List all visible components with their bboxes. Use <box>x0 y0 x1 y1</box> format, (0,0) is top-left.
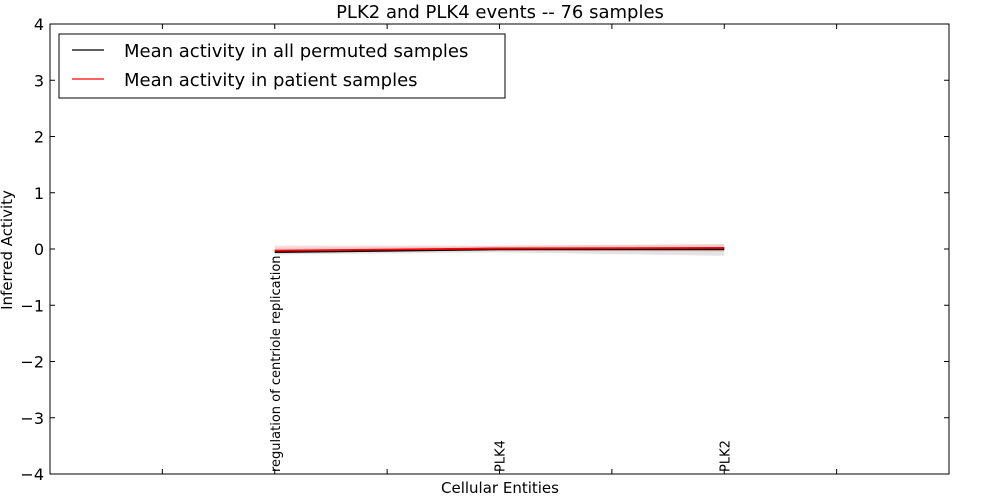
x-axis-label: Cellular Entities <box>441 479 559 497</box>
category-label: PLK4 <box>494 440 509 472</box>
y-tick-label: −3 <box>20 409 44 428</box>
y-tick-label: 3 <box>34 71 44 90</box>
y-axis-label: Inferred Activity <box>0 190 16 310</box>
y-tick-label: −4 <box>20 465 44 484</box>
y-tick-label: 0 <box>34 240 44 259</box>
category-labels: regulation of centriole replication PLK4 P… <box>269 255 734 472</box>
category-label: PLK2 <box>718 440 733 472</box>
y-tick-label: −2 <box>20 353 44 372</box>
y-ticks: −4 −3 −2 −1 0 1 2 3 4 <box>20 15 949 484</box>
y-tick-label: −1 <box>20 296 44 315</box>
chart-title: PLK2 and PLK4 events -- 76 samples <box>336 2 664 23</box>
category-label: regulation of centriole replication <box>269 255 284 472</box>
legend: Mean activity in all permuted samples Me… <box>58 33 506 99</box>
x-ticks <box>161 24 838 474</box>
line-patient <box>274 246 725 252</box>
legend-label-patient: Mean activity in patient samples <box>124 70 418 91</box>
y-tick-label: 2 <box>34 128 44 147</box>
legend-box <box>58 33 506 99</box>
y-tick-label: 4 <box>34 15 44 34</box>
legend-label-permuted: Mean activity in all permuted samples <box>124 41 468 62</box>
series-lines <box>274 246 725 254</box>
plot-area-frame <box>49 23 950 475</box>
y-tick-label: 1 <box>34 184 44 203</box>
